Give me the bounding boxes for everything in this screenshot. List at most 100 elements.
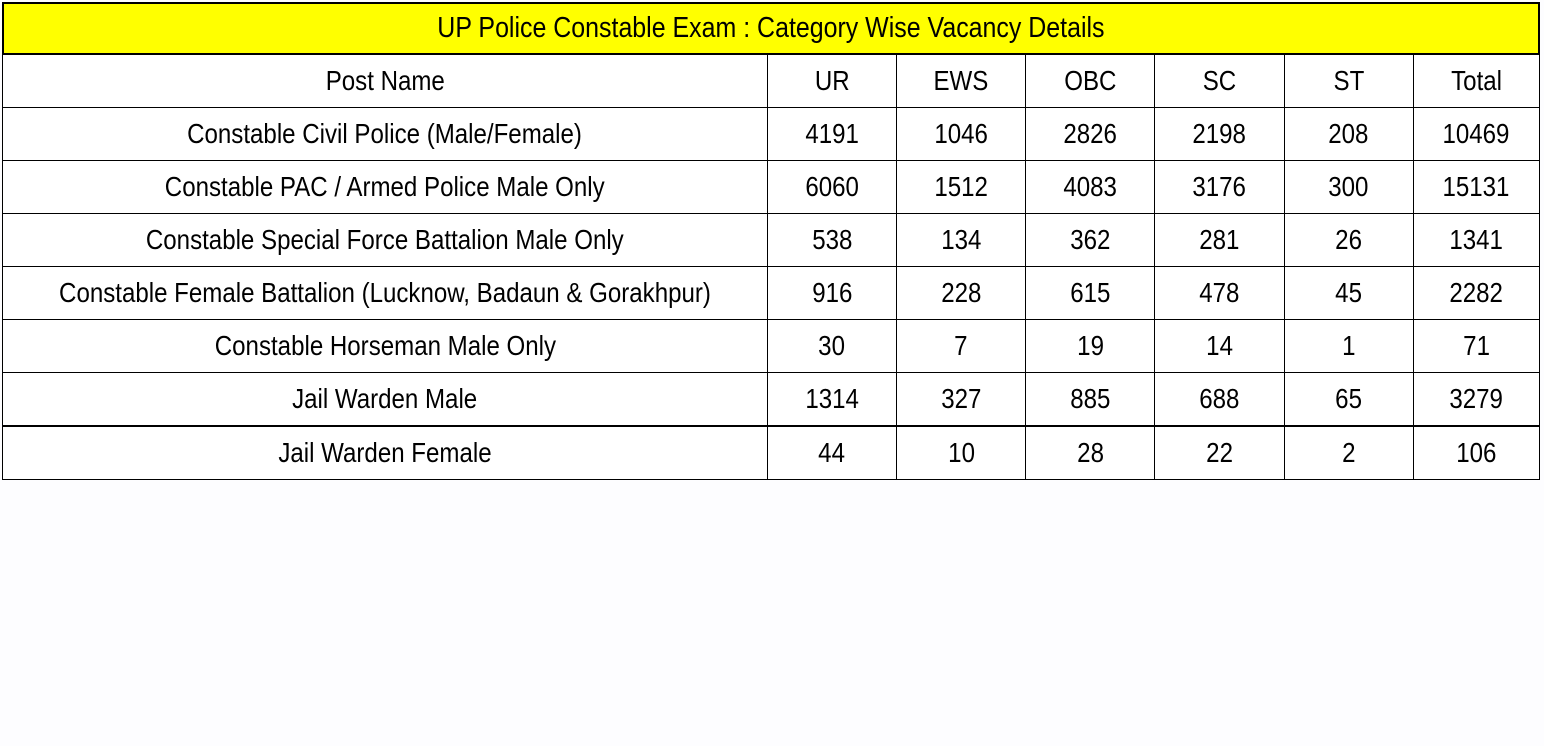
header-label: Post Name xyxy=(325,65,445,96)
header-ews: EWS xyxy=(896,54,1027,108)
obc-cell: 362 xyxy=(1025,213,1156,267)
cell-value: 45 xyxy=(1335,277,1363,308)
cell-value: 7 xyxy=(954,330,968,361)
obc-cell: 28 xyxy=(1025,425,1156,480)
ur-cell: 4191 xyxy=(766,107,898,161)
cell-value: 327 xyxy=(941,383,982,414)
cell-value: 615 xyxy=(1070,277,1111,308)
header-st: ST xyxy=(1283,54,1414,108)
post-name-cell: Constable Civil Police (Male/Female) xyxy=(2,107,768,161)
total-cell: 71 xyxy=(1412,319,1541,373)
cell-value: Jail Warden Male xyxy=(292,383,478,414)
post-name-cell: Constable Special Force Battalion Male O… xyxy=(2,213,768,267)
header-label: SC xyxy=(1202,65,1237,96)
st-cell: 208 xyxy=(1283,107,1414,161)
post-name-cell: Constable Female Battalion (Lucknow, Bad… xyxy=(2,266,768,320)
ews-cell: 228 xyxy=(896,266,1027,320)
table-row: Constable Civil Police (Male/Female) 4191… xyxy=(2,107,1541,161)
st-cell: 1 xyxy=(1283,319,1414,373)
vacancy-sheet: UP Police Constable Exam : Category Wise… xyxy=(2,2,1541,480)
vacancy-table: Post Name UR EWS OBC SC ST Total Constab… xyxy=(2,54,1541,480)
table-row: Constable Female Battalion (Lucknow, Bad… xyxy=(2,266,1541,320)
ur-cell: 44 xyxy=(766,425,898,480)
cell-value: 4191 xyxy=(805,118,859,149)
table-row: Constable Horseman Male Only 30 7 19 14 1 71 xyxy=(2,319,1541,373)
header-label: Total xyxy=(1450,65,1502,96)
header-ur: UR xyxy=(766,54,898,108)
obc-cell: 2826 xyxy=(1025,107,1156,161)
st-cell: 2 xyxy=(1283,425,1414,480)
cell-value: 688 xyxy=(1199,383,1240,414)
table-row: Jail Warden Female 44 10 28 22 2 106 xyxy=(2,425,1541,480)
cell-value: 2282 xyxy=(1449,277,1504,308)
obc-cell: 885 xyxy=(1025,372,1156,427)
post-name-cell: Constable Horseman Male Only xyxy=(2,319,768,373)
post-name-cell: Constable PAC / Armed Police Male Only xyxy=(2,160,768,214)
sc-cell: 478 xyxy=(1154,266,1285,320)
obc-cell: 19 xyxy=(1025,319,1156,373)
sc-cell: 281 xyxy=(1154,213,1285,267)
cell-value: 1512 xyxy=(934,171,988,202)
table-row: Constable PAC / Armed Police Male Only 60… xyxy=(2,160,1541,214)
cell-value: 228 xyxy=(941,277,982,308)
cell-value: 3176 xyxy=(1192,171,1247,202)
cell-value: 362 xyxy=(1070,224,1111,255)
table-header: Post Name UR EWS OBC SC ST Total xyxy=(2,54,1541,108)
ur-cell: 1314 xyxy=(766,372,898,427)
cell-value: 2826 xyxy=(1063,118,1118,149)
st-cell: 45 xyxy=(1283,266,1414,320)
cell-value: 10469 xyxy=(1442,118,1510,149)
total-cell: 1341 xyxy=(1412,213,1541,267)
cell-value: 885 xyxy=(1070,383,1111,414)
cell-value: 44 xyxy=(818,437,846,468)
sc-cell: 688 xyxy=(1154,372,1285,427)
header-label: OBC xyxy=(1064,65,1117,96)
cell-value: 538 xyxy=(811,224,853,255)
cell-value: 19 xyxy=(1076,330,1104,361)
post-name-cell: Jail Warden Male xyxy=(2,372,768,427)
ur-cell: 538 xyxy=(766,213,898,267)
cell-value: 1046 xyxy=(934,118,988,149)
cell-value: 3279 xyxy=(1449,383,1504,414)
post-name-cell: Jail Warden Female xyxy=(2,425,768,480)
cell-value: Jail Warden Female xyxy=(278,437,492,468)
cell-value: Constable PAC / Armed Police Male Only xyxy=(165,171,605,202)
cell-value: 30 xyxy=(818,330,846,361)
cell-value: 2 xyxy=(1341,437,1356,468)
cell-value: 22 xyxy=(1206,437,1233,468)
st-cell: 65 xyxy=(1283,372,1414,427)
cell-value: 4083 xyxy=(1063,171,1118,202)
cell-value: 134 xyxy=(941,224,982,255)
ews-cell: 1046 xyxy=(896,107,1027,161)
cell-value: Constable Civil Police (Male/Female) xyxy=(187,118,583,149)
st-cell: 26 xyxy=(1283,213,1414,267)
header-total: Total xyxy=(1412,54,1541,108)
cell-value: 1314 xyxy=(805,383,859,414)
cell-value: 71 xyxy=(1462,330,1490,361)
cell-value: 26 xyxy=(1335,224,1363,255)
sc-cell: 14 xyxy=(1154,319,1285,373)
table-row: Constable Special Force Battalion Male O… xyxy=(2,213,1541,267)
header-label: UR xyxy=(814,65,850,96)
header-post-name: Post Name xyxy=(2,54,768,108)
cell-value: 2198 xyxy=(1192,118,1247,149)
ur-cell: 30 xyxy=(766,319,898,373)
total-cell: 10469 xyxy=(1412,107,1541,161)
cell-value: 28 xyxy=(1076,437,1104,468)
cell-value: 15131 xyxy=(1442,171,1510,202)
cell-value: Constable Special Force Battalion Male O… xyxy=(146,224,624,255)
ews-cell: 134 xyxy=(896,213,1027,267)
cell-value: 1341 xyxy=(1449,224,1504,255)
cell-value: 208 xyxy=(1328,118,1369,149)
total-cell: 106 xyxy=(1412,425,1541,480)
cell-value: Constable Female Battalion (Lucknow, Bad… xyxy=(59,277,711,308)
total-cell: 2282 xyxy=(1412,266,1541,320)
cell-value: Constable Horseman Male Only xyxy=(214,330,556,361)
header-label: EWS xyxy=(933,65,989,96)
st-cell: 300 xyxy=(1283,160,1414,214)
cell-value: 478 xyxy=(1199,277,1240,308)
ur-cell: 6060 xyxy=(766,160,898,214)
obc-cell: 4083 xyxy=(1025,160,1156,214)
cell-value: 916 xyxy=(811,277,853,308)
cell-value: 14 xyxy=(1206,330,1233,361)
